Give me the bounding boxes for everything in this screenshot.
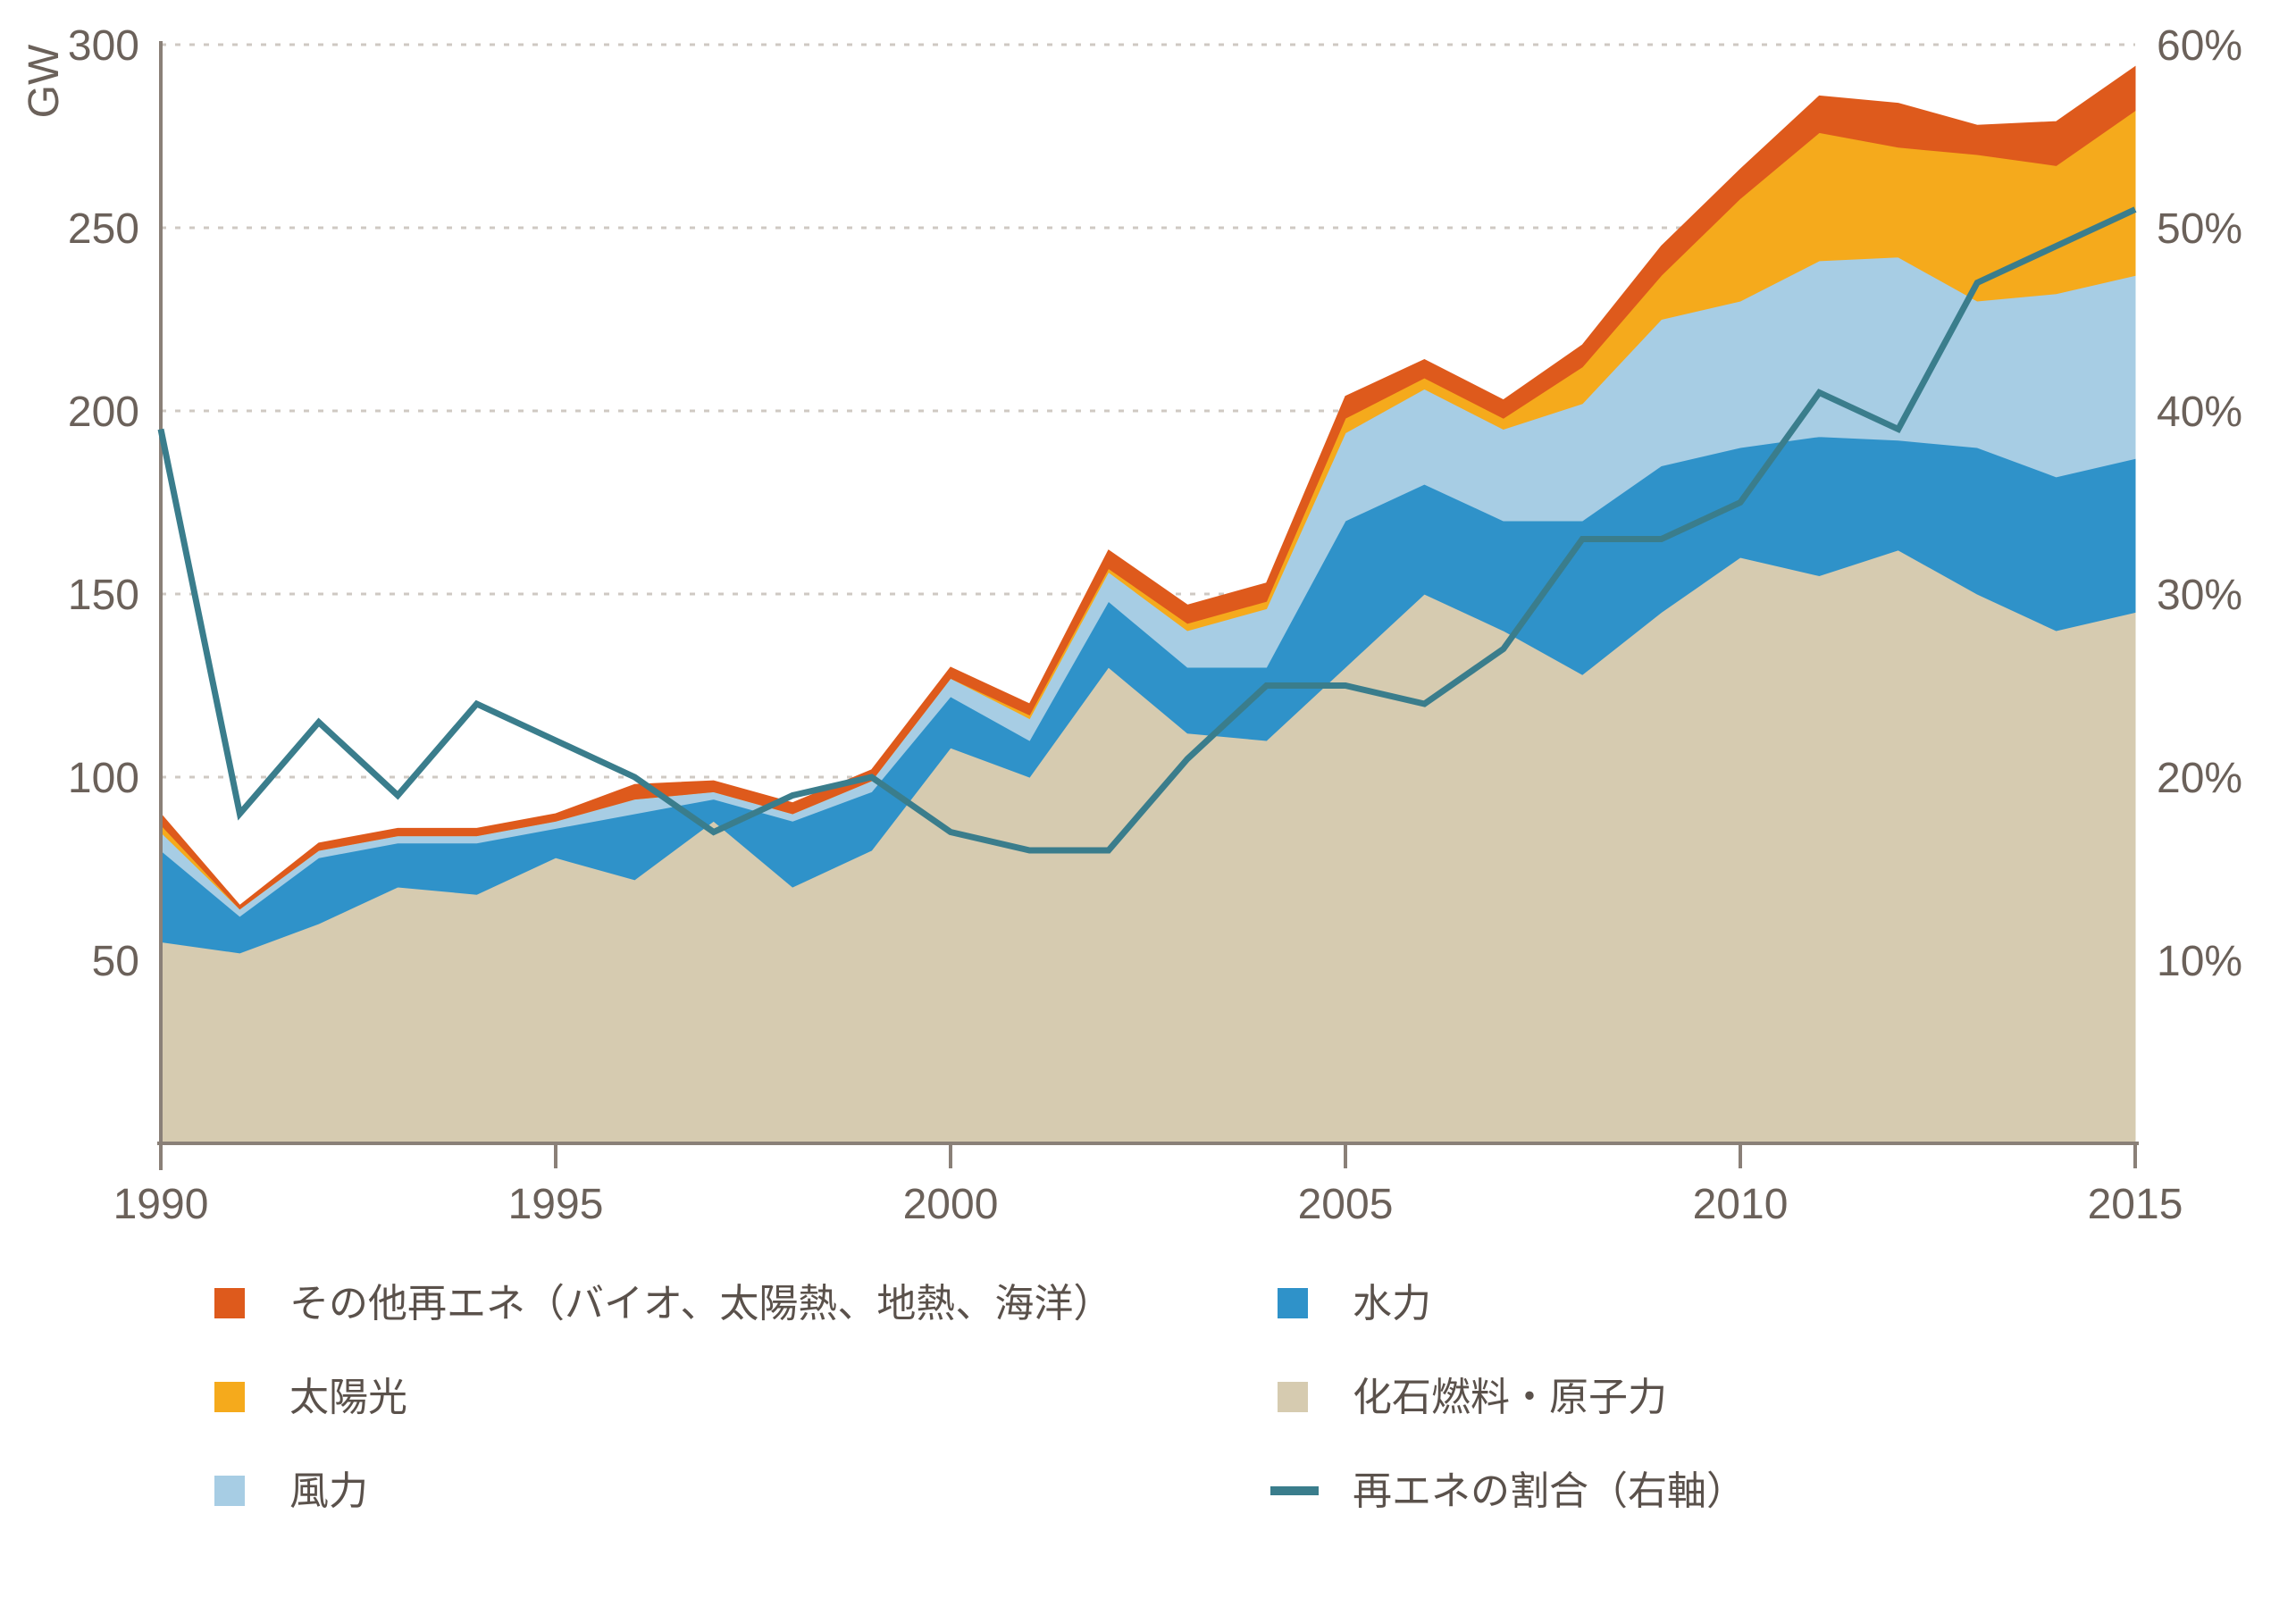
legend-item-other_renewable: その他再エネ（バイオ、太陽熱、地熱、海洋） xyxy=(214,1282,1112,1326)
legend-label: 化石燃料・原子力 xyxy=(1353,1376,1667,1419)
y-left-tick-label: 100 xyxy=(68,755,139,802)
legend-swatch-icon xyxy=(1278,1382,1308,1412)
y-left-tick-label: 50 xyxy=(92,938,139,985)
y-left-tick-label: 250 xyxy=(68,205,139,253)
x-tick-label: 2000 xyxy=(903,1181,999,1228)
y-left-tick-label: 150 xyxy=(68,572,139,619)
y-left-tick-label: 300 xyxy=(68,22,139,70)
legend-swatch-icon xyxy=(214,1476,245,1506)
legend-swatch-icon xyxy=(214,1382,245,1412)
y-right-tick-label: 40% xyxy=(2157,389,2242,436)
y-left-tick-label: 200 xyxy=(68,389,139,436)
legend-label: 再エネの割合（右軸） xyxy=(1353,1469,1746,1513)
x-tick-label: 2015 xyxy=(2088,1181,2183,1228)
legend-label: 水力 xyxy=(1353,1282,1431,1326)
legend-swatch-icon xyxy=(1278,1288,1308,1318)
y-axis-title: GW xyxy=(21,44,68,118)
y-right-tick-label: 60% xyxy=(2157,22,2242,70)
legend-swatch-icon xyxy=(214,1288,245,1318)
legend-label: その他再エネ（バイオ、太陽熱、地熱、海洋） xyxy=(289,1282,1112,1326)
y-right-tick-label: 30% xyxy=(2157,572,2242,619)
x-tick-label: 1995 xyxy=(508,1181,604,1228)
x-tick-label: 2010 xyxy=(1693,1181,1789,1228)
x-tick-label: 2005 xyxy=(1298,1181,1394,1228)
legend-label: 風力 xyxy=(289,1469,368,1513)
chart-svg: 50 100 150 200 250 300GW 10% 20% 30% 40% 50% 60% 199… xyxy=(0,0,2296,1623)
y-right-tick-label: 50% xyxy=(2157,205,2242,253)
energy-capacity-chart: 50 100 150 200 250 300GW 10% 20% 30% 40% 50% 60% 199… xyxy=(0,0,2296,1623)
legend-label: 太陽光 xyxy=(289,1376,407,1419)
x-tick-label: 1990 xyxy=(113,1181,209,1228)
legend-line-icon xyxy=(1270,1486,1319,1495)
y-right-tick-label: 20% xyxy=(2157,755,2242,802)
y-right-tick-label: 10% xyxy=(2157,938,2242,985)
